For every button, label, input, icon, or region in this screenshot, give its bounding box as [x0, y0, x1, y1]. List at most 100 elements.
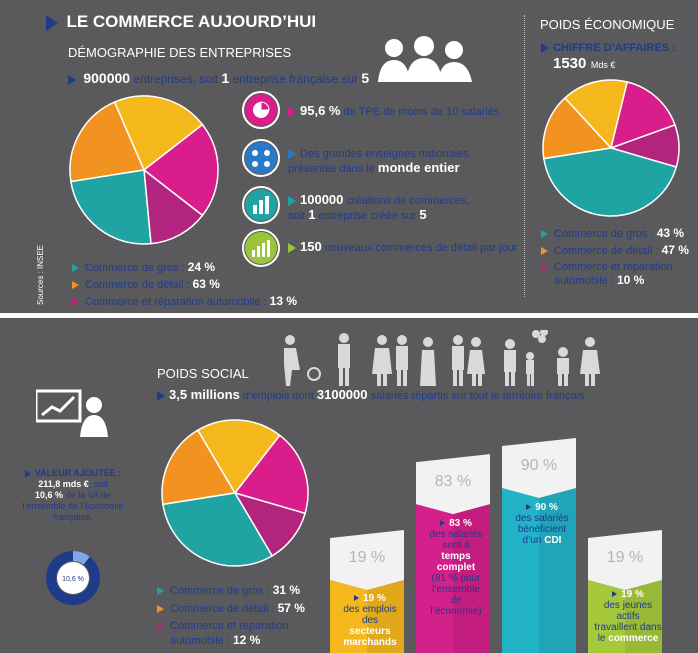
- legend-label: Commerce et réparation: [554, 261, 673, 273]
- stat-creations-five: 5: [419, 207, 427, 222]
- bar-top-label: 83 %: [435, 473, 471, 490]
- stat-icon-network: [242, 139, 280, 177]
- legend-arrow-icon: [72, 264, 79, 273]
- turnover-label-row: CHIFFRE D’AFFAIRES :: [541, 42, 676, 54]
- social-headline-a: d’emplois dont: [242, 390, 314, 402]
- pie-slice-commerce-de-d-tail: [233, 434, 309, 515]
- economic-title: POIDS ÉCONOMIQUE: [540, 17, 675, 32]
- bar-arrow-icon: [354, 595, 360, 602]
- stat-icon-bars: [242, 186, 280, 224]
- stat-enseignes: Des grandes enseignes nationales présent…: [288, 148, 469, 176]
- bar-3-line2: bénéficient: [517, 524, 567, 535]
- turnover-value: 1530: [553, 55, 587, 72]
- bar-1-pct: 19 %: [363, 593, 386, 604]
- legend-value: 10 %: [617, 273, 645, 287]
- stat-tpe-text: de TPE de moins de 10 salariés: [343, 106, 500, 118]
- va-line2: de la VA de: [65, 490, 111, 500]
- bar-top-label: 19 %: [349, 549, 385, 566]
- economic-pie-chart: [542, 79, 680, 217]
- legend-label: Commerce et réparation automobile :: [85, 296, 267, 308]
- bar-cap: [588, 530, 662, 590]
- legend-value: 13 %: [269, 294, 298, 308]
- bar-chart-icon: [245, 189, 277, 221]
- bar-4-text: 19 % des jeunes actifs travaillent dans …: [588, 589, 668, 644]
- bar-2-line1: des salariés: [429, 529, 483, 540]
- stat-tpe: 95,6 % de TPE de moins de 10 salariés: [288, 104, 499, 119]
- stat-creations: 100000 créations de commerces, soit 1 en…: [288, 193, 469, 223]
- demographics-legend-auto: Commerce et réparation automobile : 13 %: [72, 294, 297, 308]
- stat-creations-line2b: entreprise créée sur: [318, 210, 417, 222]
- pie-slice-commerce-de-d-tail: [563, 79, 629, 150]
- bottom-panel: VALEUR AJOUTÉE : 211,8 mds €, soit 10,6 …: [0, 318, 698, 653]
- people-silhouettes-icon: [284, 330, 600, 386]
- headline-five: 5: [361, 70, 370, 86]
- stat-arrow-icon: [288, 196, 296, 207]
- source-note: Sources : INSEE: [36, 244, 45, 305]
- turnover-value-row: 1530 Mds €: [553, 55, 615, 73]
- stat-creations-line1: créations de commerces,: [346, 195, 470, 207]
- bar-3-bold: CDI: [544, 535, 562, 546]
- legend-value: 47 %: [661, 243, 689, 257]
- legend-arrow-icon: [157, 622, 164, 631]
- economic-legend-auto: Commerce et réparation automobile : 10 %: [541, 261, 673, 288]
- bar-3-line1: des salariés: [515, 513, 569, 524]
- bar-shade: [453, 504, 490, 653]
- pie-slice-commerce-de-d-tail: [142, 123, 219, 217]
- legend-value: 57 %: [277, 601, 305, 615]
- social-legend-detail: Commerce de détail : 57 %: [157, 601, 305, 615]
- va-line1: , soit: [88, 479, 108, 489]
- growth-bars-icon: [245, 232, 277, 264]
- legend-label: Commerce de détail :: [85, 279, 190, 291]
- social-headline-b: salariés répartis sur tout le territoire…: [370, 390, 585, 402]
- bar-2-bold1: temps: [441, 551, 471, 562]
- bar-2: 83 %: [416, 454, 490, 653]
- main-title-row: LE COMMERCE AUJOURD’HUI: [46, 12, 316, 32]
- social-title: POIDS SOCIAL: [157, 366, 249, 381]
- headline-arrow-icon: [68, 74, 76, 85]
- divider-line: [524, 15, 525, 297]
- bar-1-line2: des: [361, 615, 379, 626]
- stat-icon-growth: [242, 229, 280, 267]
- bar-3: 90 %: [502, 438, 576, 653]
- main-title: LE COMMERCE AUJOURD’HUI: [66, 12, 317, 31]
- bar-4-line2: actifs: [616, 611, 640, 622]
- social-jobs-value: 3,5 millions: [169, 387, 240, 402]
- pie-slice-commerce-de-d-tail: [161, 429, 237, 506]
- social-legend-auto: Commerce et réparation automobile : 12 %: [157, 619, 289, 648]
- presentation-board-icon: [36, 389, 108, 437]
- pie-slice-commerce-de-d-tail: [196, 419, 281, 495]
- stat-arrow-icon: [288, 107, 296, 118]
- stat-tpe-value: 95,6 %: [300, 103, 341, 118]
- store-network-icon: [245, 142, 277, 174]
- bar-3-pre: d’un: [522, 535, 542, 546]
- bar-2-after2: l’ensemble: [432, 584, 480, 595]
- stat-creations-value: 100000: [300, 192, 344, 207]
- social-headline: 3,5 millions d’emplois dont 3100000 sala…: [157, 387, 585, 402]
- pie-slice-commerce-de-d-tail: [542, 96, 613, 160]
- bar-body: [588, 580, 662, 653]
- bar-1: 19 %: [330, 530, 404, 653]
- bar-2-after1: (81 % pour: [431, 573, 481, 584]
- legend-arrow-icon: [157, 605, 164, 614]
- bar-1-line1: des emplois: [343, 604, 397, 615]
- donut-center: [57, 562, 89, 594]
- pie-slice-commerce-de-gros: [70, 169, 152, 245]
- headline-number: 900000: [83, 70, 131, 86]
- bar-1-bold2: marchands: [343, 637, 397, 648]
- stat-enseignes-line2: présentes dans le: [288, 163, 375, 175]
- bar-body: [416, 504, 490, 653]
- legend-value: 63 %: [192, 277, 220, 291]
- legend-value: 24 %: [187, 260, 216, 274]
- bar-cap: [330, 530, 404, 590]
- stat-arrow-icon: [288, 149, 296, 160]
- headline-text-a: entreprises, soit: [133, 72, 219, 86]
- bar-arrow-icon: [440, 520, 446, 527]
- bar-4: 19 %: [588, 530, 662, 653]
- bar-shade: [625, 580, 662, 653]
- pie-slice-commerce-et-r-paration-automobile: [143, 168, 204, 245]
- bar-arrow-icon: [526, 504, 532, 511]
- stat-nouveaux-text: nouveaux commerces de détail par jour: [324, 242, 518, 254]
- headline-text-b: entreprise française sur: [232, 72, 358, 86]
- social-bar-chart: 19 % 83 % 90 % 19 %: [330, 438, 662, 653]
- turnover-label: CHIFFRE D’AFFAIRES :: [553, 42, 676, 54]
